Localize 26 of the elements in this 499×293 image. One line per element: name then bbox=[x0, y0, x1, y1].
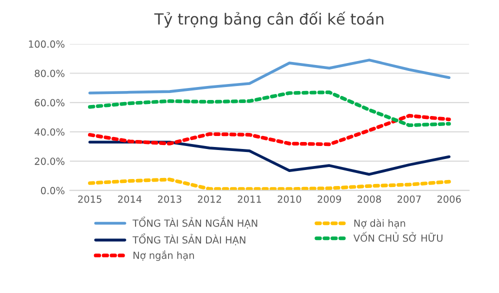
legend-label: Nợ dài hạn bbox=[354, 218, 406, 228]
chart-title: Tỷ trọng bảng cân đối kế toán bbox=[154, 12, 384, 28]
x-tick-label: 2009 bbox=[318, 195, 342, 203]
x-tick-label: 2007 bbox=[398, 195, 421, 203]
y-tick-label: 60.0% bbox=[34, 99, 64, 106]
x-tick-label: 2008 bbox=[358, 195, 381, 203]
y-tick-label: 100.0% bbox=[28, 40, 64, 48]
y-tick-label: 0.0% bbox=[40, 186, 64, 194]
x-tick-label: 2011 bbox=[238, 195, 261, 203]
y-tick-label: 40.0% bbox=[34, 128, 64, 136]
line-series bbox=[88, 90, 451, 128]
legend-label: Nợ ngắn hạn bbox=[134, 250, 194, 261]
x-tick-label: 2014 bbox=[118, 195, 142, 203]
x-tick-label: 2006 bbox=[437, 195, 461, 203]
x-tick-label: 2012 bbox=[198, 195, 221, 203]
line-series bbox=[88, 58, 450, 94]
legend-label: VỐN CHỦ SỞ HỮU bbox=[353, 232, 442, 242]
x-tick-label: 2015 bbox=[78, 195, 102, 203]
legend-label: TỔNG TÀI SẢN DÀI HẠN bbox=[132, 233, 246, 246]
x-tick-label: 2010 bbox=[278, 195, 302, 203]
line-series bbox=[88, 114, 451, 146]
y-tick-label: 80.0% bbox=[34, 70, 64, 78]
legend-label: TỔNG TÀI SẢN NGẮN HẠN bbox=[132, 216, 258, 228]
x-tick-label: 2013 bbox=[158, 195, 182, 203]
line-series bbox=[88, 178, 451, 190]
y-tick-label: 20.0% bbox=[34, 158, 64, 165]
